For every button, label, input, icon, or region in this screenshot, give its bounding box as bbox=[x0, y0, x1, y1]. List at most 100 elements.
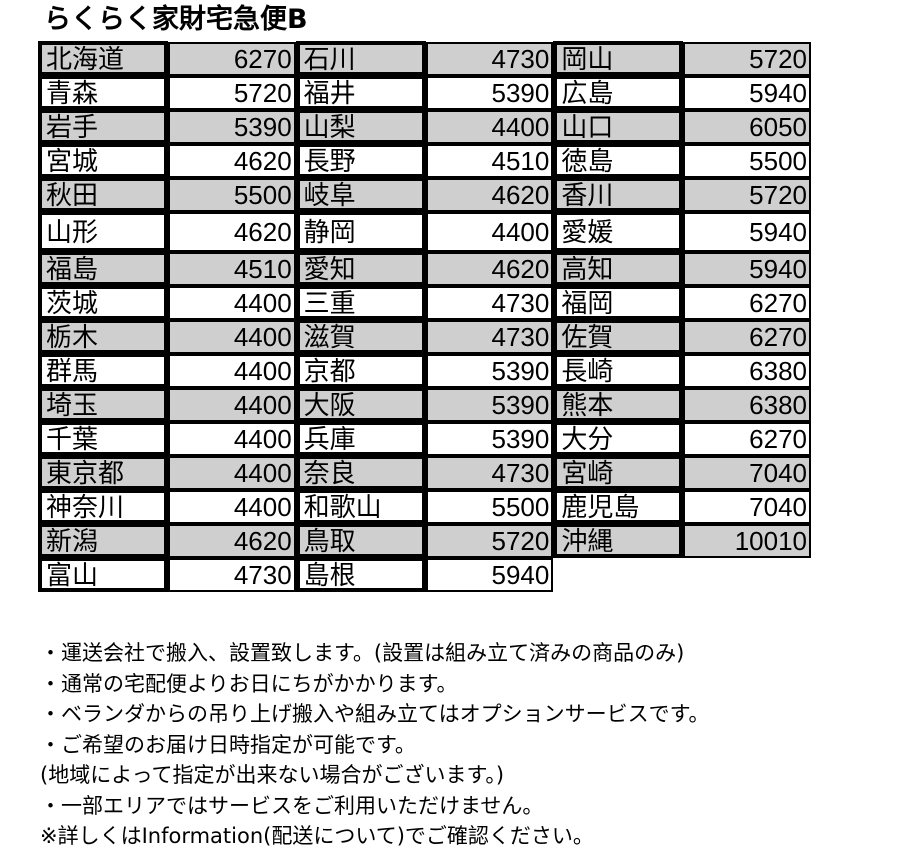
price-cell: 5390 bbox=[425, 388, 554, 422]
price-cell: 6380 bbox=[683, 354, 812, 388]
table-row: 埼玉 4400 大阪 5390 熊本 6380 bbox=[38, 387, 812, 422]
empty-cell bbox=[553, 558, 811, 592]
price-cell: 5390 bbox=[425, 76, 554, 110]
prefecture-cell: 長野 bbox=[295, 143, 426, 178]
prefecture-cell: 栃木 bbox=[38, 319, 168, 354]
table-row: 山形 4620 静岡 4400 愛媛 5940 bbox=[38, 211, 812, 252]
price-cell: 5940 bbox=[425, 558, 554, 592]
price-cell: 5500 bbox=[683, 144, 812, 178]
prefecture-cell: 宮城 bbox=[38, 143, 168, 178]
note-line: ・ベランダからの吊り上げ搬入や組み立てはオプションサービスです。 bbox=[40, 702, 710, 726]
prefecture-cell: 岡山 bbox=[553, 41, 684, 76]
price-cell: 7040 bbox=[683, 490, 812, 524]
prefecture-cell: 大阪 bbox=[295, 387, 426, 422]
price-cell: 5940 bbox=[683, 76, 812, 110]
note-line: ・一部エリアではサービスをご利用いただけません。 bbox=[40, 793, 544, 818]
prefecture-cell: 富山 bbox=[38, 557, 168, 592]
prefecture-cell: 群馬 bbox=[38, 353, 168, 388]
note-line: ・ご希望のお届け日時指定が可能です。 bbox=[40, 732, 416, 757]
price-cell: 6270 bbox=[683, 286, 812, 320]
price-cell: 6270 bbox=[683, 320, 812, 354]
prefecture-cell: 大分 bbox=[553, 421, 684, 456]
shipping-rate-table: 北海道 6270 石川 4730 岡山 5720 青森 5720 福井 5390 広島 5940 岩手 5… bbox=[38, 41, 812, 592]
prefecture-cell: 福岡 bbox=[553, 285, 684, 320]
prefecture-cell: 北海道 bbox=[38, 41, 168, 76]
table-row: 青森 5720 福井 5390 広島 5940 bbox=[38, 75, 812, 110]
prefecture-cell: 埼玉 bbox=[38, 387, 168, 422]
price-cell: 6380 bbox=[683, 388, 812, 422]
note-line: ・運送会社で搬入、設置致します。(設置は組み立て済みの商品のみ) bbox=[40, 641, 685, 665]
price-cell: 5500 bbox=[425, 490, 554, 524]
price-cell: 4400 bbox=[167, 490, 296, 524]
prefecture-cell: 山形 bbox=[38, 211, 168, 252]
price-cell: 4730 bbox=[425, 286, 554, 320]
price-cell: 4730 bbox=[425, 42, 554, 76]
table-row: 岩手 5390 山梨 4400 山口 6050 bbox=[38, 109, 812, 144]
prefecture-cell: 奈良 bbox=[295, 455, 426, 490]
prefecture-cell: 岐阜 bbox=[295, 177, 426, 212]
price-cell: 4400 bbox=[425, 110, 554, 144]
table-row: 茨城 4400 三重 4730 福岡 6270 bbox=[38, 285, 812, 320]
price-cell: 7040 bbox=[683, 456, 812, 490]
prefecture-cell: 佐賀 bbox=[553, 319, 684, 354]
prefecture-cell: 山梨 bbox=[295, 109, 426, 144]
price-cell: 5720 bbox=[683, 178, 812, 212]
note-line: ※詳しくはInformation(配送について)でご確認ください。 bbox=[40, 824, 594, 848]
prefecture-cell: 京都 bbox=[295, 353, 426, 388]
price-cell: 4620 bbox=[167, 144, 296, 178]
price-cell: 4620 bbox=[167, 212, 296, 252]
prefecture-cell: 福島 bbox=[38, 251, 168, 286]
price-cell: 4510 bbox=[425, 144, 554, 178]
price-cell: 4620 bbox=[425, 178, 554, 212]
price-cell: 4620 bbox=[167, 524, 296, 558]
prefecture-cell: 和歌山 bbox=[295, 489, 426, 524]
prefecture-cell: 島根 bbox=[295, 557, 426, 592]
price-cell: 5390 bbox=[167, 110, 296, 144]
table-row: 千葉 4400 兵庫 5390 大分 6270 bbox=[38, 421, 812, 456]
prefecture-cell: 千葉 bbox=[38, 421, 168, 456]
prefecture-cell: 鳥取 bbox=[295, 523, 426, 558]
price-cell: 6270 bbox=[167, 42, 296, 76]
price-cell: 5720 bbox=[425, 524, 554, 558]
price-cell: 4400 bbox=[167, 320, 296, 354]
notes: ・運送会社で搬入、設置致します。(設置は組み立て済みの商品のみ) ・通常の宅配便よ… bbox=[40, 638, 709, 852]
prefecture-cell: 高知 bbox=[553, 251, 684, 286]
table-row: 群馬 4400 京都 5390 長崎 6380 bbox=[38, 353, 812, 388]
prefecture-cell: 石川 bbox=[295, 41, 426, 76]
price-cell: 4400 bbox=[425, 212, 554, 252]
prefecture-cell: 兵庫 bbox=[295, 421, 426, 456]
table-row: 富山 4730 島根 5940 bbox=[38, 557, 811, 592]
page-title: らくらく家財宅急便B bbox=[44, 4, 308, 35]
prefecture-cell: 秋田 bbox=[38, 177, 168, 212]
price-cell: 5500 bbox=[167, 178, 296, 212]
price-cell: 4730 bbox=[425, 320, 554, 354]
price-cell: 5720 bbox=[167, 76, 296, 110]
prefecture-cell: 茨城 bbox=[38, 285, 168, 320]
price-cell: 4400 bbox=[167, 354, 296, 388]
price-cell: 5390 bbox=[425, 422, 554, 456]
table-row: 福島 4510 愛知 4620 高知 5940 bbox=[38, 251, 812, 286]
table-row: 東京都 4400 奈良 4730 宮崎 7040 bbox=[38, 455, 812, 490]
prefecture-cell: 長崎 bbox=[553, 353, 684, 388]
note-line: (地域によって指定が出来ない場合がございます。) bbox=[40, 763, 505, 787]
price-cell: 4730 bbox=[425, 456, 554, 490]
price-cell: 4400 bbox=[167, 456, 296, 490]
prefecture-cell: 香川 bbox=[553, 177, 684, 212]
prefecture-cell: 宮崎 bbox=[553, 455, 684, 490]
price-cell: 4400 bbox=[167, 388, 296, 422]
price-cell: 4400 bbox=[167, 422, 296, 456]
price-cell: 5390 bbox=[425, 354, 554, 388]
table-row: 栃木 4400 滋賀 4730 佐賀 6270 bbox=[38, 319, 812, 354]
prefecture-cell: 東京都 bbox=[38, 455, 168, 490]
table-row: 宮城 4620 長野 4510 徳島 5500 bbox=[38, 143, 812, 178]
prefecture-cell: 三重 bbox=[295, 285, 426, 320]
table-row: 神奈川 4400 和歌山 5500 鹿児島 7040 bbox=[38, 489, 812, 524]
price-cell: 5940 bbox=[683, 212, 812, 252]
prefecture-cell: 福井 bbox=[295, 75, 426, 110]
prefecture-cell: 青森 bbox=[38, 75, 168, 110]
prefecture-cell: 愛媛 bbox=[553, 211, 684, 252]
prefecture-cell: 沖縄 bbox=[553, 523, 684, 558]
table-row: 秋田 5500 岐阜 4620 香川 5720 bbox=[38, 177, 812, 212]
price-cell: 4730 bbox=[167, 558, 296, 592]
prefecture-cell: 愛知 bbox=[295, 251, 426, 286]
